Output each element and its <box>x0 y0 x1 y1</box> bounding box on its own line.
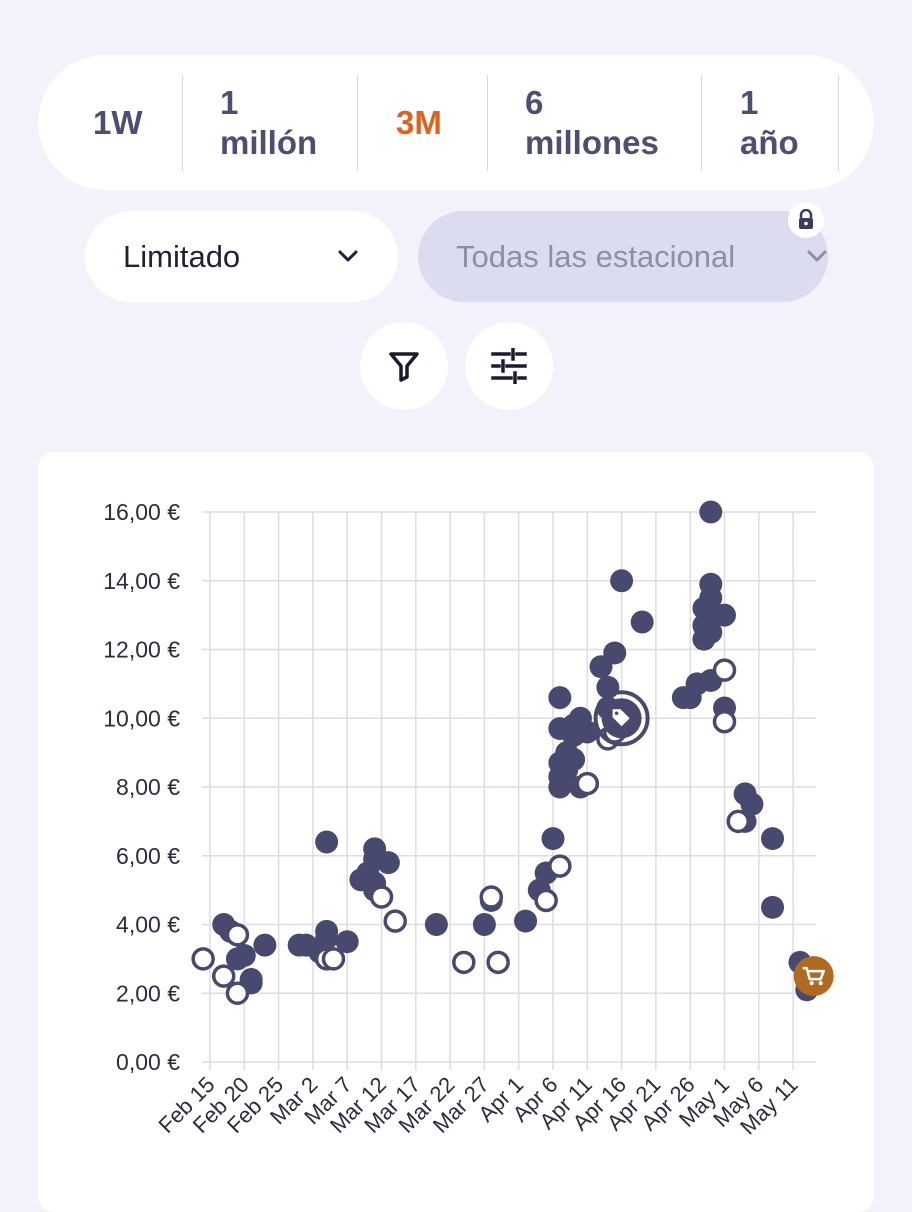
range-option-label: 1 millón <box>220 83 318 161</box>
data-point-hollow <box>534 888 558 913</box>
data-point <box>699 500 723 524</box>
chart-grid <box>202 511 816 1070</box>
range-option-6m[interactable]: 6 millones <box>525 55 659 190</box>
range-divider <box>838 75 839 171</box>
data-point <box>740 792 764 816</box>
range-divider <box>182 75 183 171</box>
data-point-hollow <box>225 981 250 1005</box>
data-point <box>603 641 627 665</box>
y-tick-label: 12,00 € <box>103 637 180 663</box>
cart-icon-wheel <box>818 981 823 986</box>
cart-icon-wheel <box>809 981 814 986</box>
y-tick-label: 0,00 € <box>116 1049 180 1075</box>
chevron-down-icon <box>338 250 358 262</box>
price-history-chart: 0,00 € 2,00 € 4,00 € 6,00 € 8,00 € 10,00 € 12,… <box>103 499 834 1140</box>
condition-value: Limitado <box>123 238 241 274</box>
data-point <box>761 827 785 851</box>
range-option-label: 1W <box>93 103 143 141</box>
range-option-3m[interactable]: 3M <box>396 55 442 190</box>
y-tick-label: 4,00 € <box>116 912 180 938</box>
data-point-hollow <box>712 709 737 734</box>
highlight-point-ring <box>593 690 650 747</box>
y-tick-label: 16,00 € <box>103 499 180 525</box>
data-point <box>562 748 586 771</box>
settings-button[interactable] <box>465 322 553 410</box>
data-point <box>699 620 723 644</box>
range-divider <box>357 75 358 171</box>
data-point <box>630 610 654 634</box>
data-point-hollow <box>726 809 750 834</box>
data-point <box>232 943 256 967</box>
range-selector: 1W 1 millón 3M 6 millones 1 año <box>38 55 874 190</box>
data-point <box>315 830 339 854</box>
data-point-hollow <box>575 771 600 796</box>
data-point <box>335 930 359 954</box>
y-tick-label: 2,00 € <box>116 980 180 1006</box>
data-point <box>253 933 277 957</box>
data-point-hollow <box>479 885 504 909</box>
data-point <box>424 913 448 936</box>
range-option-label: 6 millones <box>525 83 659 161</box>
range-option-1w[interactable]: 1W <box>93 55 143 190</box>
data-point <box>541 827 565 851</box>
y-tick-label: 6,00 € <box>116 843 180 869</box>
data-point-hollow <box>548 854 572 878</box>
data-point-hollow <box>369 885 394 909</box>
seasonal-dropdown[interactable]: Todas las estacional <box>418 211 828 302</box>
data-point <box>548 686 572 710</box>
price-tag-icon-hole <box>614 711 619 716</box>
data-point-hollow <box>225 923 250 947</box>
y-tick-label: 8,00 € <box>116 774 180 800</box>
data-point-hollow <box>452 950 476 975</box>
data-point-hollow <box>191 947 215 971</box>
range-option-label: 1 año <box>740 83 799 161</box>
filter-icon <box>389 352 419 382</box>
condition-dropdown[interactable]: Limitado <box>85 211 398 302</box>
range-divider <box>487 75 488 171</box>
chevron-down-icon <box>807 250 827 262</box>
data-point <box>610 569 634 593</box>
lock-icon <box>788 202 824 238</box>
data-point-hollow <box>321 947 346 971</box>
data-point-hollow <box>383 909 407 933</box>
data-point <box>514 909 538 933</box>
range-option-1m[interactable]: 1 millón <box>220 55 317 190</box>
y-tick-label: 14,00 € <box>103 568 180 594</box>
data-point-hollow <box>712 658 737 682</box>
seasonal-value: Todas las estacional <box>456 238 736 274</box>
data-point <box>376 851 400 875</box>
sliders-icon <box>491 348 527 384</box>
price-chart-card: 0,00 € 2,00 € 4,00 € 6,00 € 8,00 € 10,00 € 12,… <box>38 452 874 1212</box>
data-point <box>713 603 736 627</box>
data-point <box>761 895 785 919</box>
cart-icon <box>802 966 825 981</box>
filter-button[interactable] <box>360 322 448 410</box>
chart-overlays <box>593 690 834 997</box>
data-point-hollow <box>211 964 236 988</box>
range-option-label: 3M <box>396 103 442 141</box>
y-tick-label: 10,00 € <box>103 705 180 731</box>
data-point <box>575 720 599 744</box>
range-option-1y[interactable]: 1 año <box>740 55 799 190</box>
data-point <box>472 913 496 936</box>
range-divider <box>701 75 702 171</box>
cart-marker <box>793 956 834 997</box>
data-point <box>315 919 339 943</box>
y-axis-ticks: 0,00 € 2,00 € 4,00 € 6,00 € 8,00 € 10,00 € 12,… <box>103 499 180 1075</box>
chart-points <box>191 500 819 1005</box>
data-point-hollow <box>486 950 510 975</box>
